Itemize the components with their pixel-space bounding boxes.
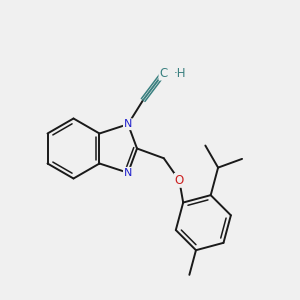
Text: N: N bbox=[124, 119, 132, 129]
Text: O: O bbox=[175, 174, 184, 187]
Text: N: N bbox=[124, 168, 132, 178]
Text: C: C bbox=[160, 67, 168, 80]
Text: ·H: ·H bbox=[173, 67, 186, 80]
